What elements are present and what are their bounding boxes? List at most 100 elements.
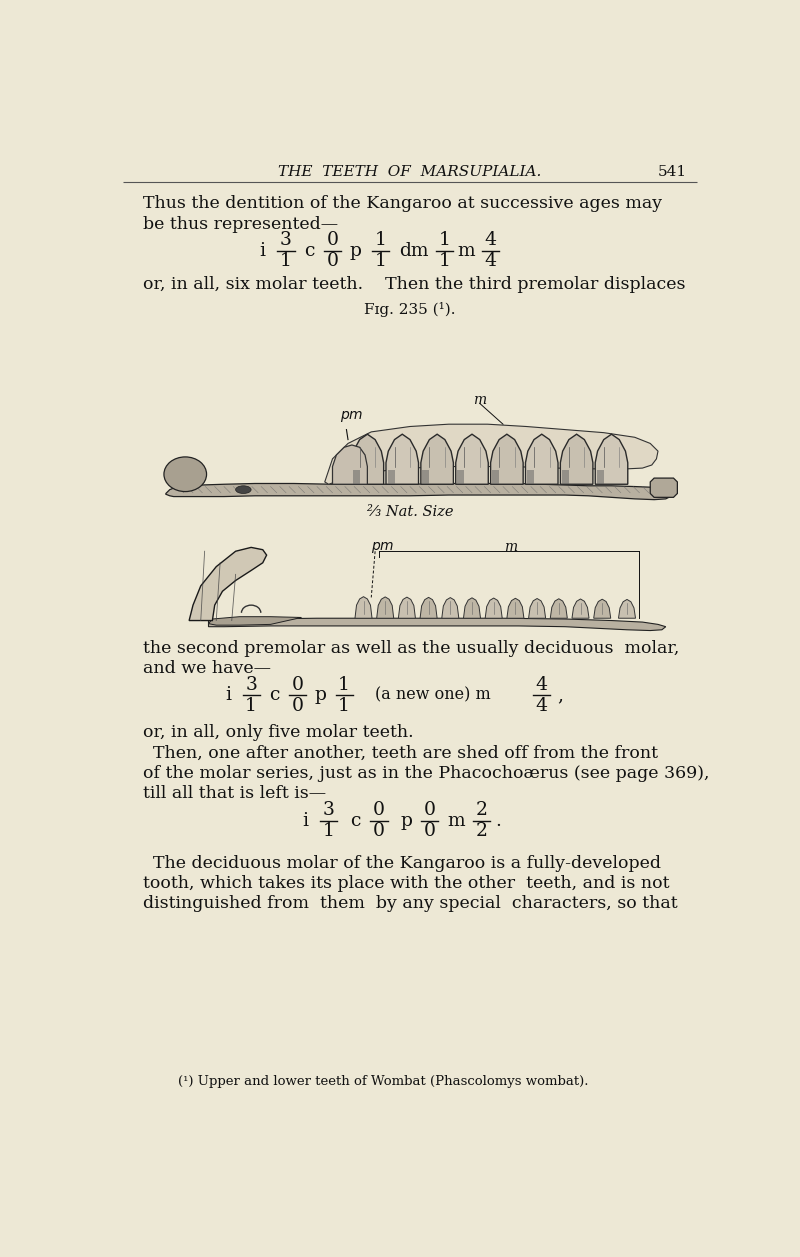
Text: and we have—: and we have— xyxy=(142,660,270,676)
Polygon shape xyxy=(458,470,464,484)
Polygon shape xyxy=(325,424,658,484)
Text: 1: 1 xyxy=(374,253,386,270)
Text: .: . xyxy=(495,812,501,830)
Text: 3: 3 xyxy=(280,231,292,249)
Polygon shape xyxy=(209,618,666,631)
Text: 1: 1 xyxy=(322,822,334,840)
Polygon shape xyxy=(490,434,523,484)
Polygon shape xyxy=(421,434,454,484)
Polygon shape xyxy=(386,434,418,484)
Text: m: m xyxy=(448,812,466,830)
Text: 0: 0 xyxy=(373,822,385,840)
Text: c: c xyxy=(269,686,279,704)
Text: 0: 0 xyxy=(326,231,338,249)
Polygon shape xyxy=(209,617,302,625)
Text: 1: 1 xyxy=(338,676,350,694)
Text: 0: 0 xyxy=(423,801,435,820)
Ellipse shape xyxy=(164,456,206,491)
Polygon shape xyxy=(492,470,499,484)
Text: 0: 0 xyxy=(326,253,338,270)
Text: p: p xyxy=(350,241,362,260)
Text: 1: 1 xyxy=(280,253,292,270)
Text: 1: 1 xyxy=(439,253,451,270)
Polygon shape xyxy=(572,600,589,618)
Text: 4: 4 xyxy=(536,696,548,715)
Text: p: p xyxy=(315,686,327,704)
Polygon shape xyxy=(398,597,415,618)
Text: THE  TEETH  OF  MARSUPIALIA.: THE TEETH OF MARSUPIALIA. xyxy=(278,165,542,178)
Text: 4: 4 xyxy=(485,231,497,249)
Polygon shape xyxy=(527,470,534,484)
Ellipse shape xyxy=(236,485,251,494)
Text: c: c xyxy=(350,812,361,830)
Polygon shape xyxy=(562,470,569,484)
Polygon shape xyxy=(597,470,604,484)
Polygon shape xyxy=(387,470,394,484)
Text: $\mathit{pm}$: $\mathit{pm}$ xyxy=(371,539,394,554)
Polygon shape xyxy=(618,600,635,618)
Text: i: i xyxy=(302,812,308,830)
Polygon shape xyxy=(507,598,524,618)
Text: or, in all, six molar teeth.    Then the third premolar displaces: or, in all, six molar teeth. Then the th… xyxy=(142,275,685,293)
Text: m: m xyxy=(457,241,474,260)
Text: 0: 0 xyxy=(423,822,435,840)
Polygon shape xyxy=(189,547,266,621)
Text: ²⁄₃ Nat. Size: ²⁄₃ Nat. Size xyxy=(366,505,454,519)
Text: 1: 1 xyxy=(374,231,386,249)
Polygon shape xyxy=(355,597,372,618)
Text: 2: 2 xyxy=(475,822,487,840)
Polygon shape xyxy=(333,445,367,484)
Text: 3: 3 xyxy=(245,676,257,694)
Polygon shape xyxy=(377,597,394,618)
Text: 4: 4 xyxy=(485,253,497,270)
Text: the second premolar as well as the usually deciduous  molar,: the second premolar as well as the usual… xyxy=(142,640,679,657)
Text: 4: 4 xyxy=(536,676,548,694)
Text: c: c xyxy=(304,241,314,260)
Text: tooth, which takes its place with the other  teeth, and is not: tooth, which takes its place with the ot… xyxy=(142,875,669,892)
Text: (¹) Upper and lower teeth of Wombat (Phascolomys wombat).: (¹) Upper and lower teeth of Wombat (Pha… xyxy=(178,1075,588,1087)
Polygon shape xyxy=(351,434,384,484)
Text: 1: 1 xyxy=(439,231,451,249)
Text: m: m xyxy=(504,539,518,553)
Polygon shape xyxy=(166,484,672,499)
Text: (a new one) m: (a new one) m xyxy=(375,686,491,704)
Text: dm: dm xyxy=(399,241,429,260)
Text: The deciduous molar of the Kangaroo is a fully-developed: The deciduous molar of the Kangaroo is a… xyxy=(153,856,661,872)
Polygon shape xyxy=(550,598,567,618)
Text: m: m xyxy=(473,393,486,407)
Text: Then, one after another, teeth are shed off from the front: Then, one after another, teeth are shed … xyxy=(153,745,658,762)
Text: 1: 1 xyxy=(338,696,350,715)
Text: Fɪg. 235 (¹).: Fɪg. 235 (¹). xyxy=(364,302,456,317)
Text: $\mathit{pm}$: $\mathit{pm}$ xyxy=(340,410,364,424)
Text: or, in all, only five molar teeth.: or, in all, only five molar teeth. xyxy=(142,724,414,742)
Polygon shape xyxy=(526,434,558,484)
Text: p: p xyxy=(400,812,412,830)
Text: 3: 3 xyxy=(322,801,334,820)
Polygon shape xyxy=(456,434,488,484)
Text: be thus represented—: be thus represented— xyxy=(142,215,338,233)
Text: 0: 0 xyxy=(292,696,304,715)
Text: ,: , xyxy=(558,686,563,704)
Polygon shape xyxy=(442,597,459,618)
Polygon shape xyxy=(422,470,430,484)
Text: till all that is left is—: till all that is left is— xyxy=(142,786,326,802)
Polygon shape xyxy=(529,598,546,618)
Polygon shape xyxy=(594,600,610,618)
Text: i: i xyxy=(225,686,231,704)
Text: distinguished from  them  by any special  characters, so that: distinguished from them by any special c… xyxy=(142,895,678,913)
Text: Thus the dentition of the Kangaroo at successive ages may: Thus the dentition of the Kangaroo at su… xyxy=(142,196,662,212)
Text: 0: 0 xyxy=(373,801,385,820)
Polygon shape xyxy=(650,478,678,498)
Text: of the molar series, just as in the Phacochoærus (see page 369),: of the molar series, just as in the Phac… xyxy=(142,766,709,782)
Polygon shape xyxy=(560,434,593,484)
Text: i: i xyxy=(260,241,266,260)
Text: 1: 1 xyxy=(245,696,257,715)
Polygon shape xyxy=(463,598,481,618)
Text: 0: 0 xyxy=(292,676,304,694)
Polygon shape xyxy=(485,598,502,618)
Polygon shape xyxy=(595,434,628,484)
Text: 2: 2 xyxy=(475,801,487,820)
Polygon shape xyxy=(420,597,437,618)
Polygon shape xyxy=(353,470,360,484)
Text: 541: 541 xyxy=(658,165,686,178)
